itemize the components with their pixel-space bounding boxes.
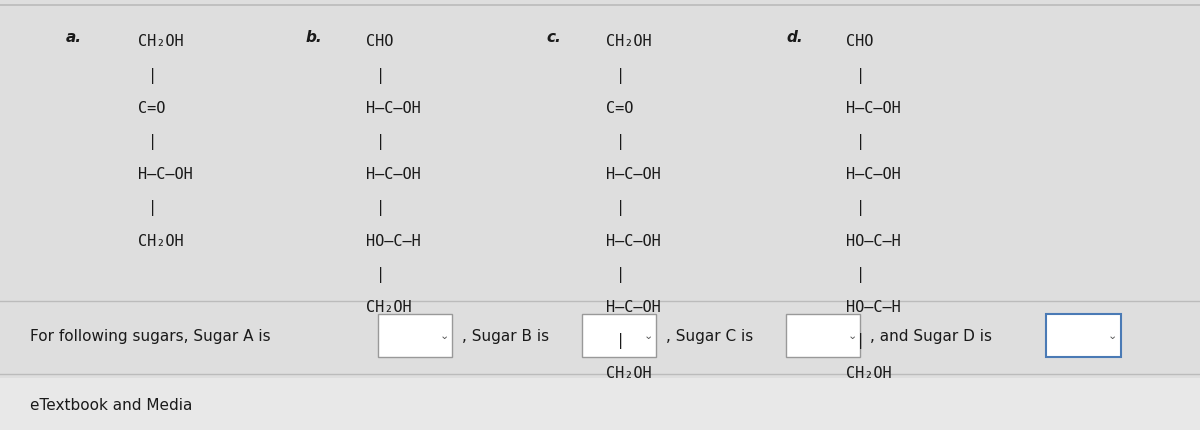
Text: H–C–OH: H–C–OH (606, 299, 661, 314)
Text: ⌄: ⌄ (643, 330, 653, 341)
Text: C=O: C=O (138, 101, 166, 116)
Text: CH₂OH: CH₂OH (846, 366, 892, 381)
FancyBboxPatch shape (582, 314, 656, 357)
Text: ⌄: ⌄ (439, 330, 449, 341)
FancyBboxPatch shape (786, 314, 860, 357)
Text: CH₂OH: CH₂OH (138, 34, 184, 49)
FancyBboxPatch shape (0, 378, 1200, 430)
Text: |: | (148, 68, 157, 83)
Text: , Sugar C is: , Sugar C is (666, 328, 754, 343)
Text: ⌄: ⌄ (1108, 330, 1117, 341)
Text: |: | (376, 134, 385, 150)
Text: CH₂OH: CH₂OH (138, 233, 184, 248)
FancyBboxPatch shape (378, 314, 452, 357)
Text: H–C–OH: H–C–OH (366, 101, 421, 116)
Text: |: | (616, 134, 625, 150)
Text: HO–C–H: HO–C–H (846, 233, 901, 248)
Text: H–C–OH: H–C–OH (846, 101, 901, 116)
Text: , and Sugar D is: , and Sugar D is (870, 328, 992, 343)
Text: , Sugar B is: , Sugar B is (462, 328, 550, 343)
Text: CHO: CHO (846, 34, 874, 49)
Text: For following sugars, Sugar A is: For following sugars, Sugar A is (30, 328, 271, 343)
Text: |: | (856, 200, 865, 216)
Text: |: | (616, 68, 625, 83)
Text: H–C–OH: H–C–OH (366, 167, 421, 182)
Text: CHO: CHO (366, 34, 394, 49)
Text: |: | (856, 68, 865, 83)
Text: HO–C–H: HO–C–H (366, 233, 421, 248)
Text: d.: d. (786, 30, 803, 45)
Text: CH₂OH: CH₂OH (606, 366, 652, 381)
Text: |: | (616, 332, 625, 348)
Text: HO–C–H: HO–C–H (846, 299, 901, 314)
Text: |: | (376, 200, 385, 216)
Text: |: | (616, 266, 625, 282)
Text: |: | (856, 332, 865, 348)
Text: |: | (856, 134, 865, 150)
Text: |: | (148, 134, 157, 150)
Text: a.: a. (66, 30, 82, 45)
Text: ⌄: ⌄ (847, 330, 857, 341)
Text: |: | (856, 266, 865, 282)
Text: |: | (376, 68, 385, 83)
Text: eTextbook and Media: eTextbook and Media (30, 397, 192, 412)
Text: H–C–OH: H–C–OH (606, 233, 661, 248)
Text: CH₂OH: CH₂OH (366, 299, 412, 314)
Text: |: | (616, 200, 625, 216)
Text: H–C–OH: H–C–OH (846, 167, 901, 182)
Text: c.: c. (546, 30, 560, 45)
Text: |: | (148, 200, 157, 216)
Text: CH₂OH: CH₂OH (606, 34, 652, 49)
Text: |: | (376, 266, 385, 282)
Text: b.: b. (306, 30, 323, 45)
Text: C=O: C=O (606, 101, 634, 116)
Text: H–C–OH: H–C–OH (606, 167, 661, 182)
FancyBboxPatch shape (1046, 314, 1121, 357)
Text: H–C–OH: H–C–OH (138, 167, 193, 182)
